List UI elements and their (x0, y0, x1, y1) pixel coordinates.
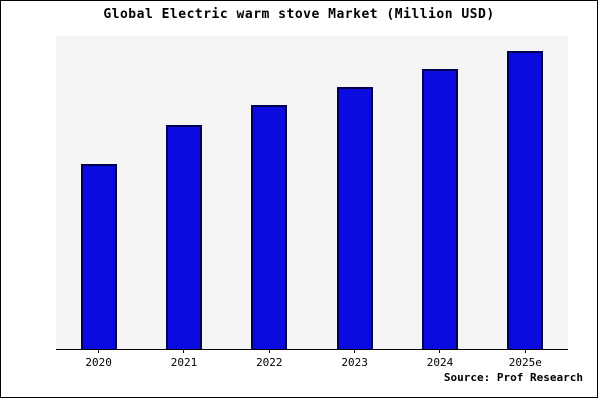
tick-slot: 2024 (397, 349, 482, 369)
source-note: Source: Prof Research (443, 371, 583, 384)
bar-slot (483, 36, 568, 349)
bar-2025e (507, 50, 544, 349)
x-axis-ticks: 2020 2021 2022 2023 2024 2025e (56, 349, 568, 369)
x-tick-label-2021: 2021 (170, 356, 198, 369)
bar-2021 (165, 125, 202, 349)
tick-mark (524, 349, 526, 353)
tick-slot: 2025e (483, 349, 568, 369)
tick-mark (183, 349, 185, 353)
tick-mark (98, 349, 100, 353)
bar-slot (227, 36, 312, 349)
bar-slot (141, 36, 226, 349)
tick-slot: 2022 (227, 349, 312, 369)
x-tick-label-2020: 2020 (85, 356, 112, 369)
bar-2020 (80, 164, 117, 349)
tick-slot: 2020 (56, 349, 141, 369)
bar-2024 (421, 68, 458, 349)
bar-slot (397, 36, 482, 349)
tick-mark (439, 349, 441, 353)
x-tick-label-2023: 2023 (341, 356, 368, 369)
plot-area (56, 36, 568, 350)
bar-2022 (251, 104, 288, 349)
x-tick-label-2022: 2022 (256, 356, 283, 369)
tick-slot: 2023 (312, 349, 397, 369)
x-tick-label-2025e: 2025e (508, 356, 542, 369)
tick-mark (354, 349, 356, 353)
bar-slot (312, 36, 397, 349)
tick-mark (268, 349, 270, 353)
x-tick-label-2024: 2024 (426, 356, 454, 369)
tick-slot: 2021 (141, 349, 226, 369)
bar-2023 (336, 86, 373, 349)
bar-slot (56, 36, 141, 349)
chart-title: Global Electric warm stove Market (Milli… (103, 7, 495, 22)
